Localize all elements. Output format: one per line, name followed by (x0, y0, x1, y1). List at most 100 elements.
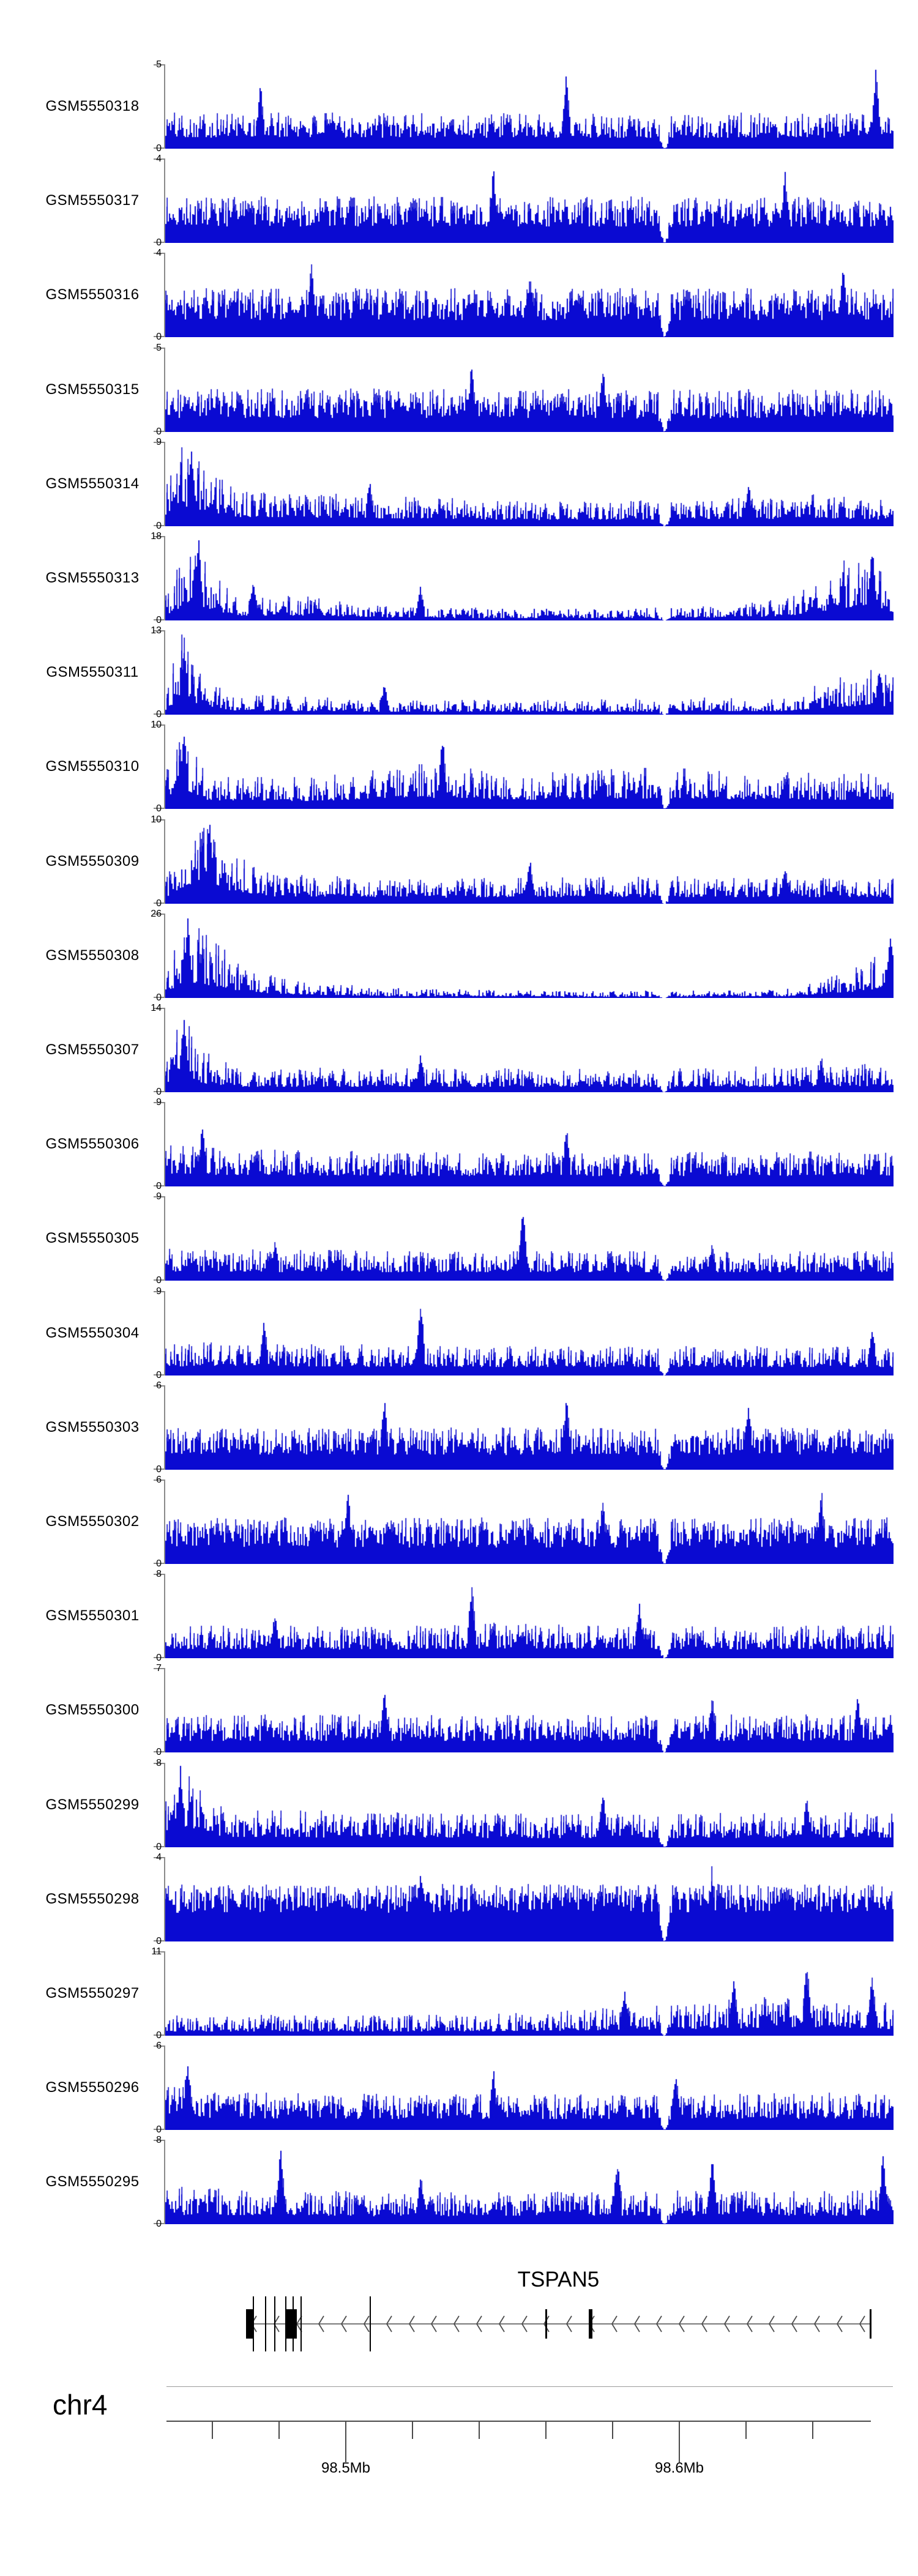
coverage-track-row: GSM5550296 6 0 (0, 2041, 918, 2135)
y-axis-zero-label: 0 (156, 1464, 162, 1475)
y-axis-tick-bottom (154, 1751, 165, 1752)
y-axis-line (164, 1668, 165, 1752)
y-axis-tick-bottom (154, 1279, 165, 1281)
axis-minor-tick (545, 2421, 547, 2439)
y-axis-line (164, 1763, 165, 1847)
y-axis-tick-bottom (154, 619, 165, 620)
y-axis-tick-bottom (154, 525, 165, 526)
sample-label: GSM5550311 (46, 664, 139, 680)
y-axis-tick-top (154, 1951, 165, 1952)
y-axis-line (164, 1385, 165, 1470)
coverage-track-row: GSM5550300 7 0 (0, 1664, 918, 1757)
y-axis-line (164, 442, 165, 526)
y-axis-max-label: 26 (151, 909, 162, 919)
y-axis-zero-label: 0 (156, 1087, 162, 1097)
y-axis-line (164, 253, 165, 337)
coverage-track-row: GSM5550301 8 0 (0, 1569, 918, 1663)
y-axis-zero-label: 0 (156, 898, 162, 909)
exon-line-short (545, 2309, 547, 2339)
coverage-plot (165, 914, 894, 998)
y-axis-max-label: 8 (156, 1569, 162, 1579)
coverage-plot (165, 1951, 894, 2036)
y-axis-tick-top (154, 630, 165, 631)
axis-minor-tick (612, 2421, 613, 2439)
axis-major-tick (345, 2421, 346, 2462)
exon-box (589, 2309, 592, 2339)
strand-arrow-icon (813, 2314, 821, 2334)
y-axis-line (164, 536, 165, 620)
y-axis-zero-label: 0 (156, 1370, 162, 1380)
strand-arrow-icon (272, 2314, 281, 2334)
y-axis-max-label: 4 (156, 1852, 162, 1863)
y-axis-line (164, 64, 165, 149)
y-axis-zero-label: 0 (156, 992, 162, 1003)
y-axis-line (164, 2140, 165, 2224)
coverage-track-row: GSM5550317 4 0 (0, 154, 918, 248)
y-axis-tick-top (154, 158, 165, 160)
y-axis-line (164, 1857, 165, 1941)
coverage-track-row: GSM5550316 4 0 (0, 248, 918, 342)
coverage-track-row: GSM5550318 5 0 (0, 60, 918, 154)
sample-label: GSM5550304 (45, 1325, 140, 1341)
coverage-track-row: GSM5550306 9 0 (0, 1098, 918, 1191)
coverage-track-row: GSM5550307 14 0 (0, 1003, 918, 1097)
sample-label: GSM5550318 (45, 98, 140, 114)
y-axis-zero-label: 0 (156, 1747, 162, 1757)
y-axis-line (164, 1951, 165, 2036)
y-axis-tick-top (154, 1480, 165, 1481)
coverage-track-row: GSM5550310 10 0 (0, 720, 918, 814)
sample-label: GSM5550306 (45, 1136, 140, 1152)
y-axis-tick-top (154, 819, 165, 821)
coverage-plot (165, 64, 894, 149)
y-axis-tick-bottom (154, 431, 165, 432)
strand-arrow-icon (340, 2314, 348, 2334)
y-axis-zero-label: 0 (156, 1653, 162, 1663)
y-axis-zero-label: 0 (156, 426, 162, 437)
axis-minor-tick (278, 2421, 280, 2439)
strand-arrow-icon (520, 2314, 529, 2334)
y-axis-max-label: 18 (151, 531, 162, 542)
sample-label: GSM5550305 (45, 1230, 140, 1246)
sample-label: GSM5550307 (45, 1041, 140, 1058)
y-axis-zero-label: 0 (156, 237, 162, 248)
coverage-plot (165, 1196, 894, 1281)
coverage-track-row: GSM5550314 9 0 (0, 437, 918, 531)
coverage-track-row: GSM5550309 10 0 (0, 815, 918, 909)
y-axis-tick-top (154, 1574, 165, 1575)
strand-arrow-icon (858, 2314, 867, 2334)
strand-arrow-icon (385, 2314, 394, 2334)
y-axis-max-label: 4 (156, 154, 162, 164)
y-axis-tick-top (154, 1668, 165, 1669)
exon-box (246, 2309, 254, 2339)
coverage-plot (165, 442, 894, 526)
y-axis-max-label: 6 (156, 1380, 162, 1391)
y-axis-line (164, 724, 165, 809)
strand-arrow-icon (475, 2314, 483, 2334)
y-axis-max-label: 9 (156, 437, 162, 447)
y-axis-tick-top (154, 1291, 165, 1292)
y-axis-tick-top (154, 2046, 165, 2047)
y-axis-tick-top (154, 1008, 165, 1009)
chromosome-label: chr4 (53, 2389, 108, 2421)
y-axis-zero-label: 0 (156, 521, 162, 531)
y-axis-max-label: 5 (156, 59, 162, 70)
y-axis-max-label: 6 (156, 1475, 162, 1485)
exon-line-tall (253, 2296, 255, 2351)
coverage-track-row: GSM5550308 26 0 (0, 909, 918, 1003)
y-axis-tick-bottom (154, 808, 165, 809)
y-axis-zero-label: 0 (156, 709, 162, 720)
coverage-plot (165, 630, 894, 715)
exon-line-tall (265, 2296, 267, 2351)
axis-minor-tick (745, 2421, 747, 2439)
y-axis-line (164, 2046, 165, 2130)
y-axis-max-label: 14 (151, 1003, 162, 1013)
y-axis-tick-bottom (154, 242, 165, 243)
exon-line-tall (369, 2296, 371, 2351)
y-axis-zero-label: 0 (156, 615, 162, 625)
y-axis-line (164, 1008, 165, 1092)
y-axis-line (164, 1480, 165, 1564)
strand-arrow-icon (790, 2314, 799, 2334)
y-axis-tick-bottom (154, 1374, 165, 1375)
sample-label: GSM5550300 (45, 1702, 140, 1718)
